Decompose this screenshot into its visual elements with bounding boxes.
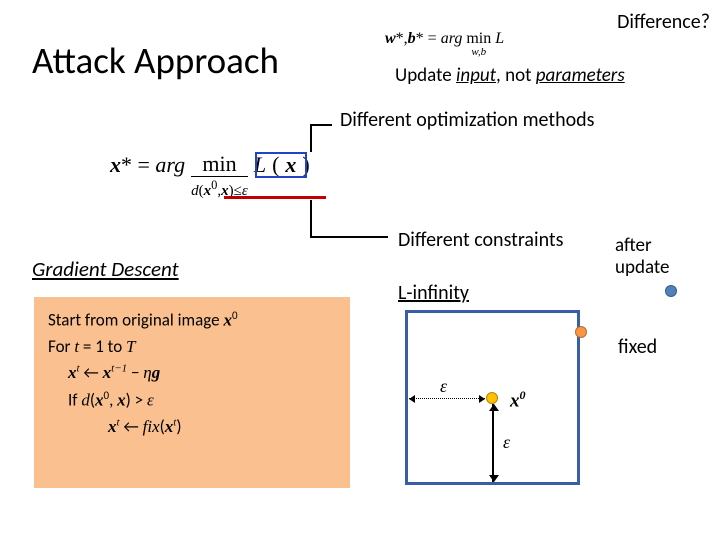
difference-label: Difference?: [617, 10, 710, 34]
connector-line: [310, 236, 388, 238]
l-infinity-label: L-infinity: [398, 281, 469, 305]
algo-line-2: For t = 1 to T: [48, 334, 336, 360]
x0-label: x0: [510, 388, 526, 412]
slide-title: Attack Approach: [32, 38, 279, 83]
connector-line: [310, 124, 332, 126]
connector-line: [310, 200, 312, 238]
optimization-methods-label: Different optimization methods: [340, 108, 594, 132]
different-constraints-label: Different constraints: [398, 228, 563, 252]
top-equation: w*,b* = arg minw,b L: [385, 30, 504, 58]
update-input-text: Update input, not parameters: [395, 64, 625, 87]
algorithm-box: Start from original image x0 For t = 1 t…: [32, 295, 352, 490]
algo-line-4: If d(x0, x) > ε: [68, 387, 336, 414]
after-update-label: after update: [615, 235, 670, 279]
algo-line-1: Start from original image x0: [48, 307, 336, 334]
algo-line-3: xt ← xt−1 − ηg: [68, 360, 336, 386]
eps-label-h: ε: [440, 376, 447, 397]
connector-line: [310, 124, 312, 152]
eps-label-v: ε: [503, 432, 510, 453]
update-dot: [665, 285, 677, 297]
fixed-label: fixed: [618, 335, 657, 359]
constraint-underline: [224, 196, 326, 199]
gradient-descent-heading: Gradient Descent: [32, 256, 179, 282]
main-equation: x* = arg min d(x0,x)≤ε L(x): [110, 152, 310, 199]
eps-arrow-horizontal: [409, 398, 485, 399]
eps-arrow-vertical: [492, 404, 494, 482]
algo-line-5: xt ← fix(xt): [108, 414, 336, 440]
fixed-dot: [575, 326, 587, 338]
